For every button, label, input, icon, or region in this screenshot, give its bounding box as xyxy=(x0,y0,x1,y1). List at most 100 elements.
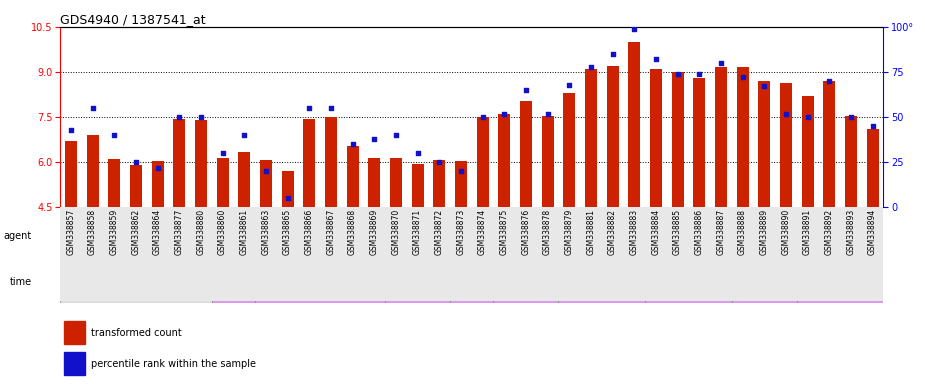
Text: GSM338884: GSM338884 xyxy=(651,209,660,255)
Point xyxy=(193,114,208,120)
Text: GSM338860: GSM338860 xyxy=(218,209,228,255)
Bar xyxy=(385,261,450,303)
Text: transformed count: transformed count xyxy=(92,328,182,338)
Bar xyxy=(152,161,164,207)
Text: GSM338862: GSM338862 xyxy=(131,209,141,255)
Text: naive: naive xyxy=(68,231,95,241)
Point xyxy=(453,168,468,174)
Text: GSM338886: GSM338886 xyxy=(695,209,704,255)
Bar xyxy=(104,215,212,257)
Point xyxy=(475,114,490,120)
Bar xyxy=(645,261,732,303)
Bar xyxy=(802,96,813,207)
Bar xyxy=(412,164,424,207)
Point xyxy=(367,136,382,142)
Text: GSM338858: GSM338858 xyxy=(88,209,97,255)
Bar xyxy=(216,158,228,207)
Bar xyxy=(542,116,553,207)
Bar xyxy=(433,160,445,207)
Point xyxy=(605,51,620,57)
Text: agent: agent xyxy=(4,231,32,241)
Text: GSM338881: GSM338881 xyxy=(586,209,596,255)
Point xyxy=(648,56,663,63)
Point xyxy=(85,105,100,111)
Bar xyxy=(563,93,575,207)
Text: GSM338869: GSM338869 xyxy=(370,209,378,255)
Point xyxy=(150,165,165,171)
Text: 72 h: 72 h xyxy=(677,277,699,287)
Point xyxy=(129,159,143,165)
Text: GSM338891: GSM338891 xyxy=(803,209,812,255)
Text: GSM338866: GSM338866 xyxy=(304,209,314,255)
Bar xyxy=(195,120,207,207)
Text: GSM338876: GSM338876 xyxy=(522,209,530,255)
Point xyxy=(779,111,794,117)
Bar xyxy=(450,261,493,303)
Bar xyxy=(628,42,640,207)
Text: GSM338878: GSM338878 xyxy=(543,209,552,255)
Bar xyxy=(715,68,727,207)
Bar xyxy=(60,207,883,301)
Point xyxy=(713,60,728,66)
Text: GSM338867: GSM338867 xyxy=(327,209,336,255)
Text: GSM338877: GSM338877 xyxy=(175,209,184,255)
Text: 1 h: 1 h xyxy=(226,277,241,287)
Bar xyxy=(260,160,272,207)
Bar xyxy=(212,261,255,303)
Point xyxy=(280,195,295,201)
Bar xyxy=(455,161,467,207)
Text: GSM338887: GSM338887 xyxy=(716,209,725,255)
Text: GSM338892: GSM338892 xyxy=(825,209,833,255)
Point xyxy=(497,111,512,117)
Bar xyxy=(736,68,748,207)
Text: GSM338863: GSM338863 xyxy=(262,209,270,255)
Point xyxy=(172,114,187,120)
Point xyxy=(388,132,403,138)
Point xyxy=(821,78,836,84)
Bar xyxy=(212,215,883,257)
Bar xyxy=(60,261,212,303)
Text: 3 h: 3 h xyxy=(313,277,327,287)
Text: GSM338857: GSM338857 xyxy=(67,209,76,255)
Bar xyxy=(493,261,559,303)
Text: GSM338864: GSM338864 xyxy=(154,209,162,255)
Text: 96 h: 96 h xyxy=(753,277,775,287)
Point xyxy=(692,71,707,77)
Text: GSM338861: GSM338861 xyxy=(240,209,249,255)
Bar xyxy=(867,129,879,207)
Text: GSM338875: GSM338875 xyxy=(500,209,509,255)
Point xyxy=(237,132,252,138)
Text: 12 h: 12 h xyxy=(461,277,483,287)
Text: control: control xyxy=(119,277,153,287)
Bar xyxy=(585,69,597,207)
Bar xyxy=(347,146,359,207)
Text: GSM338893: GSM338893 xyxy=(846,209,856,255)
Point xyxy=(345,141,360,147)
Text: GSM338883: GSM338883 xyxy=(630,209,639,255)
Bar xyxy=(87,135,99,207)
Bar xyxy=(325,117,337,207)
Bar xyxy=(108,159,120,207)
Text: 24 h: 24 h xyxy=(515,277,536,287)
Bar xyxy=(796,261,883,303)
Bar xyxy=(650,69,662,207)
Point xyxy=(302,105,316,111)
Bar xyxy=(130,165,142,207)
Bar xyxy=(65,141,77,207)
Text: vehicle: vehicle xyxy=(141,231,175,241)
Text: GSM338865: GSM338865 xyxy=(283,209,292,255)
Point xyxy=(735,74,750,81)
Point xyxy=(258,168,274,174)
Point xyxy=(216,150,230,156)
Bar xyxy=(780,83,792,207)
Bar xyxy=(607,66,619,207)
Bar xyxy=(823,81,835,207)
Bar xyxy=(845,116,857,207)
Text: GSM338873: GSM338873 xyxy=(456,209,465,255)
Text: GSM338880: GSM338880 xyxy=(196,209,205,255)
Bar xyxy=(173,119,185,207)
Bar xyxy=(672,72,684,207)
Text: GSM338879: GSM338879 xyxy=(565,209,574,255)
Bar xyxy=(64,352,85,375)
Text: 6 h: 6 h xyxy=(410,277,426,287)
